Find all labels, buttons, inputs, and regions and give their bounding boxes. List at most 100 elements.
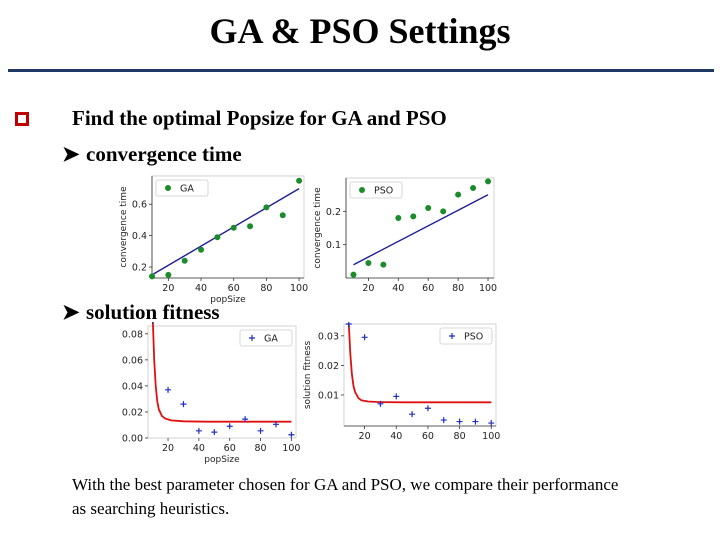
x-tick-label: 20 (162, 283, 174, 294)
y-axis-label: solution fitness (303, 341, 313, 410)
chart-svg: 0.01 0.02 0.03 20 40 60 80 100 solution fitness P… (303, 321, 500, 442)
data-point (149, 273, 155, 280)
legend-label: GA (180, 184, 194, 195)
data-point (214, 234, 221, 241)
x-tick-label: 100 (290, 283, 308, 294)
legend-marker (449, 333, 455, 339)
y-tick-label: 0.00 (122, 434, 143, 445)
data-point (165, 271, 172, 278)
data-point (440, 417, 447, 424)
legend-box (239, 329, 293, 347)
fit-line (151, 187, 300, 276)
data-point (472, 418, 479, 425)
x-tick-label: 60 (422, 283, 434, 294)
fit-line (347, 323, 492, 404)
data-point (425, 205, 432, 211)
slide-title: GA & PSO Settings (209, 11, 511, 51)
arrow-bullet-icon: ➤ (62, 142, 80, 166)
y-tick-label: 0.1 (326, 240, 341, 251)
legend-label: PSO (374, 186, 393, 197)
data-point (181, 257, 188, 264)
x-tick-label: 100 (282, 443, 300, 454)
x-tick-label: 80 (452, 283, 464, 294)
chart-svg: 0.2 0.4 0.6 20 40 60 80 100 popSize convergence t… (119, 175, 308, 305)
data-point (380, 261, 387, 268)
sub-bullet-label: solution fitness (86, 300, 220, 324)
conclusion-text: With the best parameter chosen for GA an… (72, 475, 619, 518)
x-tick-label: 40 (390, 431, 402, 442)
arrow-bullet-icon: ➤ (62, 300, 80, 324)
data-point (195, 427, 202, 434)
chart-pso-convergence: 0.1 0.2 20 40 60 80 100 convergence time PSO (306, 174, 502, 303)
fit-line (151, 314, 292, 423)
sub-bullet-label: convergence time (86, 142, 242, 166)
title-underline (8, 69, 714, 72)
x-tick-label: 60 (228, 283, 240, 294)
x-axis-label: popSize (204, 455, 240, 465)
data-point (440, 208, 447, 215)
legend-box (349, 181, 403, 199)
y-tick-label: 0.2 (132, 263, 147, 274)
x-tick-label: 40 (195, 283, 207, 294)
legend-box (155, 179, 209, 197)
x-tick-label: 20 (162, 443, 174, 454)
y-tick-label: 0.08 (122, 329, 143, 340)
x-tick-label: 60 (224, 443, 236, 454)
data-point (288, 431, 295, 438)
y-tick-label: 0.4 (132, 231, 147, 242)
y-tick-label: 0.2 (326, 207, 341, 218)
data-point (247, 223, 254, 230)
data-point (272, 421, 279, 428)
data-point (350, 271, 357, 278)
data-point (257, 427, 264, 434)
chart-pso-fitness: 0.01 0.02 0.03 20 40 60 80 100 solution fitness P… (300, 321, 502, 457)
y-tick-label: 0.02 (318, 361, 339, 372)
chart-svg: 0.00 0.02 0.04 0.06 0.08 20 40 60 80 100 popSize GA (122, 314, 300, 465)
data-point (230, 224, 237, 231)
data-point (409, 411, 416, 418)
legend-marker (249, 335, 255, 341)
x-axis-label: popSize (210, 295, 246, 305)
legend-marker (165, 185, 171, 191)
x-tick-label: 40 (193, 443, 205, 454)
x-tick-label: 80 (254, 443, 266, 454)
legend-marker (359, 187, 365, 193)
x-tick-label: 100 (479, 283, 497, 294)
y-tick-label: 0.04 (122, 381, 143, 392)
x-tick-label: 40 (392, 283, 404, 294)
x-tick-label: 100 (482, 431, 500, 442)
data-point (377, 400, 384, 407)
y-tick-label: 0.6 (132, 200, 147, 211)
x-tick-label: 20 (359, 431, 371, 442)
data-point (149, 317, 156, 324)
y-axis-label: convergence time (313, 187, 323, 269)
data-point (470, 185, 477, 191)
data-point (424, 405, 431, 412)
y-tick-label: 0.01 (318, 390, 339, 401)
chart-svg: 0.1 0.2 20 40 60 80 100 convergence time PSO (313, 177, 497, 294)
legend-label: GA (264, 334, 278, 345)
fit-line (353, 194, 489, 266)
y-tick-label: 0.03 (318, 331, 339, 342)
chart-ga-fitness: 0.00 0.02 0.04 0.06 0.08 20 40 60 80 100 popSize GA (106, 314, 302, 475)
sub-bullet-convergence: ➤ convergence time (62, 142, 242, 167)
legend-label: PSO (464, 332, 483, 343)
x-tick-label: 60 (422, 431, 434, 442)
sub-bullet-fitness: ➤ solution fitness (62, 300, 220, 325)
data-point (365, 260, 372, 266)
data-point (456, 418, 463, 425)
data-point (345, 321, 352, 327)
data-point (361, 334, 368, 341)
y-tick-label: 0.02 (122, 407, 143, 418)
square-bullet-icon (15, 112, 29, 126)
data-point (165, 386, 172, 393)
y-tick-label: 0.06 (122, 355, 143, 366)
data-point (279, 212, 286, 219)
data-point (198, 246, 205, 253)
x-tick-label: 20 (362, 283, 374, 294)
data-point (242, 416, 249, 423)
x-tick-label: 80 (260, 283, 272, 294)
data-point (226, 423, 233, 430)
data-point (485, 178, 492, 185)
data-point (488, 420, 495, 427)
